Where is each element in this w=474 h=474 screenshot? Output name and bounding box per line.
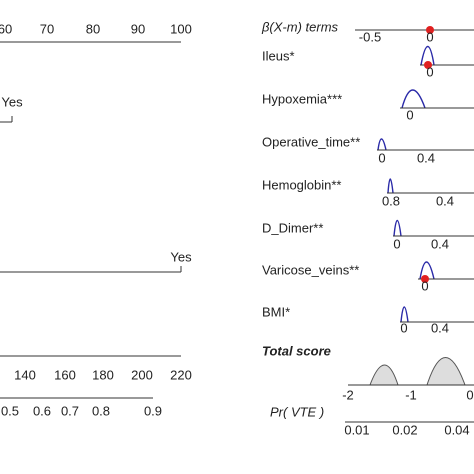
row-label: Hypoxemia*** <box>262 91 342 106</box>
density <box>377 138 387 151</box>
tick-label: 0 <box>406 107 413 122</box>
tick-label: 0 <box>393 236 400 251</box>
tick-label: 0.7 <box>61 403 79 418</box>
tick-label: -1 <box>405 387 417 402</box>
tick-label: 0 <box>466 387 473 402</box>
tick-label: 180 <box>92 367 114 382</box>
row-label: Varicose_veins** <box>262 262 359 277</box>
marker <box>426 26 434 34</box>
density <box>401 89 426 109</box>
tick-label: -2 <box>342 387 354 402</box>
level-label: Yes <box>1 94 23 109</box>
tick-label: 0 <box>378 150 385 165</box>
density <box>400 306 409 323</box>
tick-label: 0.02 <box>392 422 417 437</box>
header: β(X-m) terms <box>261 19 339 34</box>
row-label: Hemoglobin** <box>262 177 342 192</box>
level-label: Yes <box>170 249 192 264</box>
tick-label: -0.5 <box>359 29 381 44</box>
tick-label: 0.01 <box>344 422 369 437</box>
tick-label: 0 <box>426 29 433 44</box>
tick-label: 0.8 <box>92 403 110 418</box>
density <box>419 261 435 280</box>
marker <box>421 275 429 283</box>
tick-label: 0.9 <box>144 403 162 418</box>
tick-label: 0 <box>426 64 433 79</box>
marker <box>424 61 432 69</box>
tick-label: 0 <box>400 320 407 335</box>
left-panel <box>0 41 182 399</box>
pr-label: Pr( VTE ) <box>270 404 324 419</box>
tick-label: 0.5 <box>1 403 19 418</box>
tick-label: 200 <box>131 367 153 382</box>
tick-label: 70 <box>40 21 54 36</box>
right-panel <box>345 26 474 423</box>
tick-label: 0 <box>421 278 428 293</box>
density <box>369 357 466 386</box>
tick-label: 160 <box>54 367 76 382</box>
tick-label: 0.6 <box>33 403 51 418</box>
density <box>420 45 435 66</box>
density <box>393 219 402 237</box>
tick-label: 100 <box>170 21 192 36</box>
tick-label: 90 <box>131 21 145 36</box>
tick-label: 0.4 <box>436 193 454 208</box>
row-label: D_Dimer** <box>262 220 323 235</box>
tick-label: 0.04 <box>444 422 469 437</box>
tick-label: 140 <box>14 367 36 382</box>
tick-label: 0.8 <box>382 193 400 208</box>
tick-label: 60 <box>0 21 12 36</box>
density <box>387 178 394 194</box>
row-label: Ileus* <box>262 48 295 63</box>
row-label: BMI* <box>262 304 290 319</box>
tick-label: 220 <box>170 367 192 382</box>
total-label: Total score <box>262 343 331 358</box>
tick-label: 0.4 <box>417 150 435 165</box>
row-label: Operative_time** <box>262 134 360 149</box>
tick-label: 0.4 <box>431 236 449 251</box>
tick-label: 0.4 <box>431 320 449 335</box>
tick-label: 80 <box>86 21 100 36</box>
